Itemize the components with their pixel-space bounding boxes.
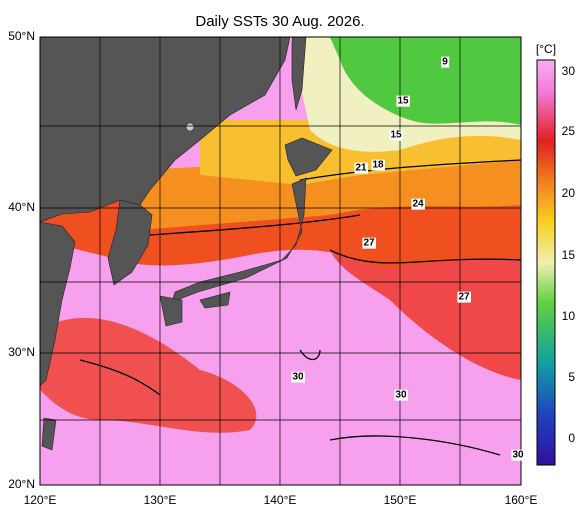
contour-label-bg (371, 159, 385, 171)
contour-label: 15 (390, 130, 402, 141)
lon-label: 120°E (24, 493, 57, 507)
contour-label: 27 (363, 238, 375, 249)
contour-label: 30 (292, 372, 304, 383)
colorbar-tick: 10 (562, 309, 576, 323)
lon-label: 140°E (264, 493, 297, 507)
contour-label: 21 (355, 163, 367, 174)
colorbar-unit: [°C] (536, 42, 556, 56)
contour-label-bg (511, 449, 525, 461)
colorbar-ramp (536, 59, 556, 466)
colorbar-tick: 5 (568, 370, 575, 384)
contour-label-bg (396, 95, 410, 107)
lat-label: 50°N (8, 29, 35, 43)
contour-label: 30 (395, 390, 407, 401)
contour-labels: 9 15 15 21 18 24 27 27 30 30 30 (291, 56, 525, 461)
colorbar-tick: 0 (568, 431, 575, 445)
contour-label-bg (362, 237, 376, 249)
contour-label: 9 (442, 57, 448, 68)
colorbar-tick: 20 (562, 186, 576, 200)
lon-labels: 120°E 130°E 140°E 150°E 160°E (24, 493, 538, 507)
colorbar-tick: 30 (562, 64, 576, 78)
contour-label-bg (389, 129, 403, 141)
map-title: Daily SSTs 30 Aug. 2026. (195, 13, 364, 30)
lon-label: 160°E (505, 493, 538, 507)
colorbar: [°C] 30 25 20 15 10 5 0 (536, 42, 576, 466)
lat-labels: 50°N 40°N 30°N 20°N (8, 29, 35, 491)
lat-label: 40°N (8, 200, 35, 214)
contour-label-bg (291, 371, 305, 383)
contour-label-bg (394, 389, 408, 401)
map-frame (39, 36, 522, 486)
contour-label-bg (457, 291, 471, 303)
colorbar-tick: 15 (562, 248, 576, 262)
lat-label: 30°N (8, 345, 35, 359)
contour-label-bg (441, 56, 450, 68)
lon-label: 150°E (384, 493, 417, 507)
sst-field (40, 37, 521, 485)
contour-label-bg (354, 162, 368, 174)
lon-label: 130°E (144, 493, 177, 507)
contour-label: 27 (458, 292, 470, 303)
lat-label: 20°N (8, 477, 35, 491)
colorbar-tick: 25 (562, 124, 576, 138)
land (40, 37, 333, 451)
contour-label-bg (411, 198, 425, 210)
contour-label: 15 (397, 96, 409, 107)
contour-label: 24 (412, 199, 424, 210)
contour-label: 18 (372, 160, 384, 171)
graticule (40, 37, 521, 485)
contour-label: 30 (512, 450, 524, 461)
